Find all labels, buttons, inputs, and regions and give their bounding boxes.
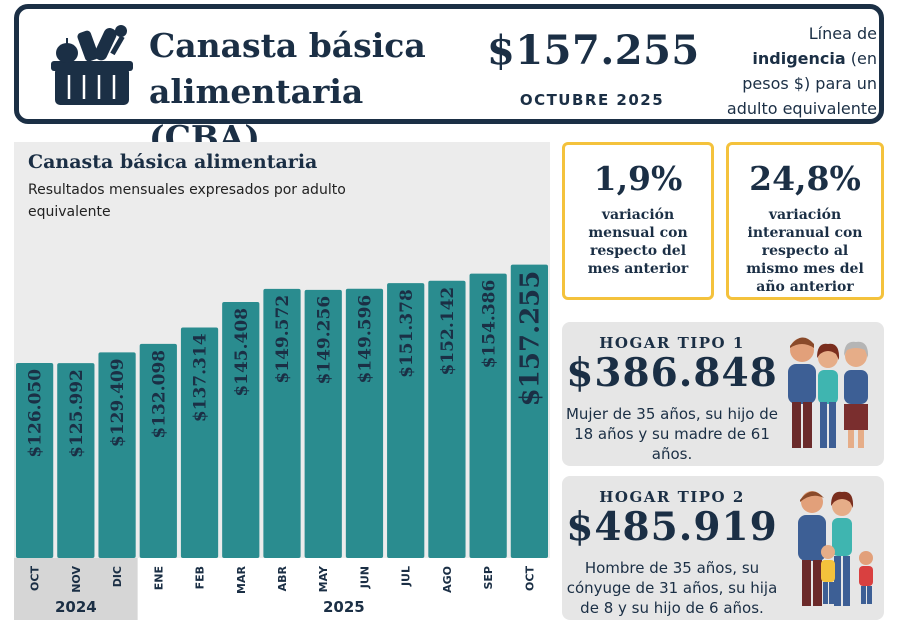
- bar-mar-5: [222, 301, 260, 558]
- bar-oct-12: [510, 264, 548, 558]
- hogar-1-desc: Mujer de 35 años, su hijo de 18 años y s…: [565, 405, 778, 463]
- monthly-variation-desc: variación mensual con respecto del mes a…: [587, 207, 689, 277]
- bar-value-label-1: $125.992: [67, 369, 87, 458]
- bar-value-label-11: $154.386: [479, 280, 499, 369]
- bar-nov-1: [57, 363, 95, 558]
- year-label-2025: 2025: [323, 598, 365, 616]
- bar-value-label-8: $149.596: [356, 295, 376, 384]
- x-tick-label-3: ENE: [152, 566, 165, 590]
- title-line-1: Canasta básica: [149, 26, 426, 65]
- bar-value-label-5: $145.408: [232, 308, 252, 397]
- annual-variation-value: 24,8%: [749, 159, 861, 198]
- bar-abr-6: [263, 288, 301, 558]
- grocery-basket-icon: [51, 25, 133, 105]
- bar-jul-9: [387, 283, 425, 558]
- hogar-tipo-1-card: HOGAR TIPO 1 $386.848 Mujer de 35 años, …: [562, 322, 884, 466]
- chart-panel: $126.050 OCT $125.992 NOV $129.409 DIC $132.09…: [14, 142, 550, 620]
- desc-line-1: Línea de: [808, 24, 877, 43]
- bar-value-label-9: $151.378: [397, 289, 417, 378]
- bar-value-label-12: $157.255: [516, 271, 546, 407]
- bar-ago-10: [428, 280, 466, 558]
- monthly-variation-value: 1,9%: [593, 159, 683, 198]
- bar-jun-8: [345, 288, 384, 558]
- bar-feb-4: [180, 327, 219, 558]
- chart-subtitle: Resultados mensuales expresados por adul…: [28, 182, 346, 220]
- hogar-1-amount: $386.848: [566, 350, 778, 396]
- x-tick-label-2: DIC: [111, 566, 124, 587]
- header-banner: Canasta básica alimentaria (CBA) $157.25…: [14, 4, 884, 157]
- bar-oct-0: [16, 362, 54, 558]
- hogar-2-amount: $485.919: [566, 504, 778, 550]
- bar-value-label-0: $126.050: [26, 369, 46, 458]
- annual-variation-card: 24,8% variación interanual con respecto …: [726, 142, 884, 300]
- annual-variation-desc: variación interanual con respecto al mis…: [746, 207, 864, 295]
- bar-value-label-7: $149.256: [314, 296, 334, 385]
- year-2025-band: [137, 558, 550, 620]
- year-2024-band: [14, 558, 138, 620]
- hogar-tipo-2-card: HOGAR TIPO 2 $485.919 Hombre de 35 años,…: [562, 476, 884, 620]
- family-1-illustration: [788, 337, 869, 448]
- bar-may-7: [304, 289, 342, 558]
- x-tick-label-4: FEB: [194, 566, 207, 589]
- year-label-2024: 2024: [55, 598, 97, 616]
- family-2-illustration: [798, 491, 873, 606]
- chart-title: Canasta básica alimentaria: [28, 151, 318, 173]
- desc-line-3: pesos $) para un: [742, 74, 877, 93]
- x-tick-label-6: ABR: [276, 565, 289, 591]
- x-tick-label-7: MAY: [317, 565, 330, 592]
- x-tick-label-12: OCT: [523, 566, 536, 591]
- bar-value-label-6: $149.572: [273, 295, 293, 384]
- headline-description: Línea de indigencia (en pesos $) para un…: [705, 21, 877, 121]
- bar-value-label-2: $129.409: [108, 358, 128, 447]
- desc-line-4: adulto equivalente: [726, 99, 877, 118]
- hogar-1-tag: HOGAR TIPO 1: [599, 334, 745, 352]
- bar-dic-2: [98, 352, 136, 558]
- bar-value-label-3: $132.098: [149, 350, 169, 439]
- x-tick-label-5: MAR: [235, 565, 248, 593]
- monthly-variation-card: 1,9% variación mensual con respecto del …: [562, 142, 714, 300]
- headline-month: OCTUBRE 2025: [519, 91, 665, 109]
- x-tick-label-10: AGO: [441, 566, 454, 593]
- hogar-2-tag: HOGAR TIPO 2: [599, 488, 745, 506]
- page-title: Canasta básica alimentaria (CBA): [149, 23, 479, 161]
- headline-price: $157.255: [487, 27, 700, 74]
- x-tick-label-8: JUN: [358, 566, 371, 589]
- x-tick-label-0: OCT: [29, 566, 42, 591]
- x-tick-label-1: NOV: [70, 566, 83, 593]
- desc-bold: indigencia: [752, 49, 846, 68]
- bar-value-label-10: $152.142: [438, 287, 458, 376]
- desc-paren: (en: [845, 49, 877, 68]
- hogar-2-desc: Hombre de 35 años, su cónyuge de 31 años…: [566, 559, 778, 617]
- x-tick-label-9: JUL: [400, 566, 413, 587]
- bar-ene-3: [139, 343, 177, 558]
- bar-chart: $126.050 OCT $125.992 NOV $129.409 DIC $132.09…: [14, 264, 550, 620]
- x-tick-label-11: SEP: [482, 566, 495, 590]
- bar-value-label-4: $137.314: [191, 333, 211, 422]
- bar-sep-11: [469, 273, 507, 558]
- desc-line-2: indigencia (en: [705, 46, 877, 71]
